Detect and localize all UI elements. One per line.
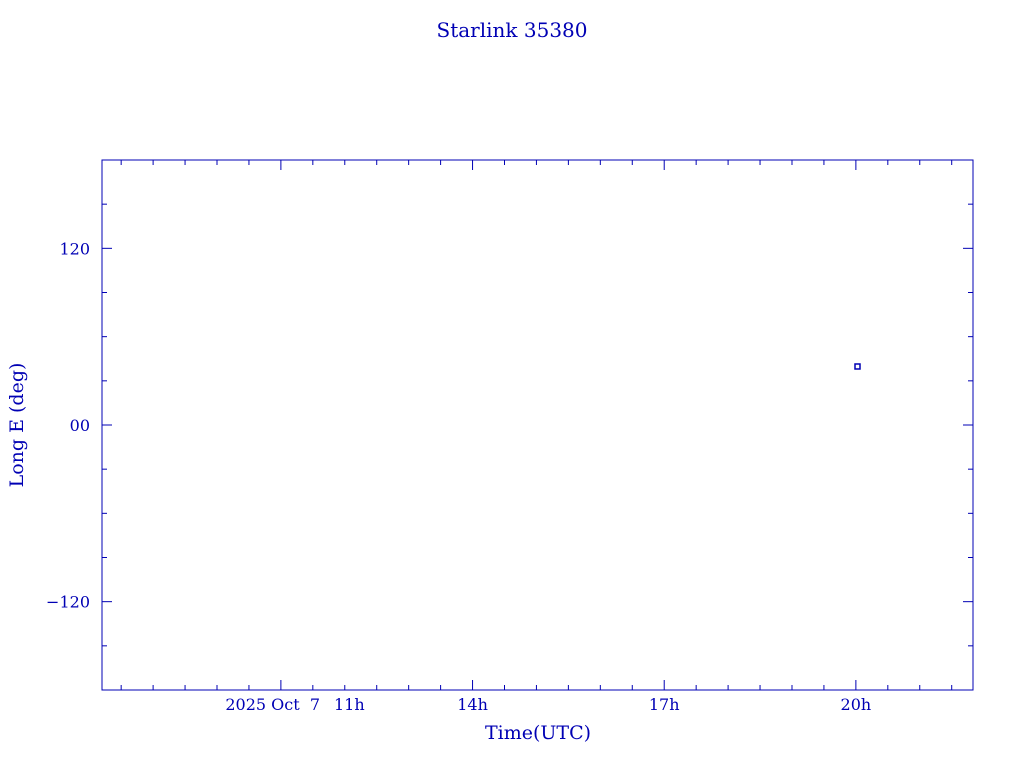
plot-frame xyxy=(101,159,974,691)
x-tick-label: 11h xyxy=(334,695,365,714)
x-tick-label: 14h xyxy=(457,695,488,714)
x-date-label: 2025 Oct 7 xyxy=(225,695,320,714)
y-tick-label: 00 xyxy=(70,416,90,435)
data-point xyxy=(854,363,861,370)
y-axis-label: Long E (deg) xyxy=(6,363,28,488)
chart-title: Starlink 35380 xyxy=(437,18,588,42)
x-tick-label: 20h xyxy=(841,695,872,714)
y-tick-label: −120 xyxy=(46,593,90,612)
y-tick-label: 120 xyxy=(59,239,90,258)
x-axis-label: Time(UTC) xyxy=(485,722,591,744)
x-tick-label: 17h xyxy=(649,695,680,714)
